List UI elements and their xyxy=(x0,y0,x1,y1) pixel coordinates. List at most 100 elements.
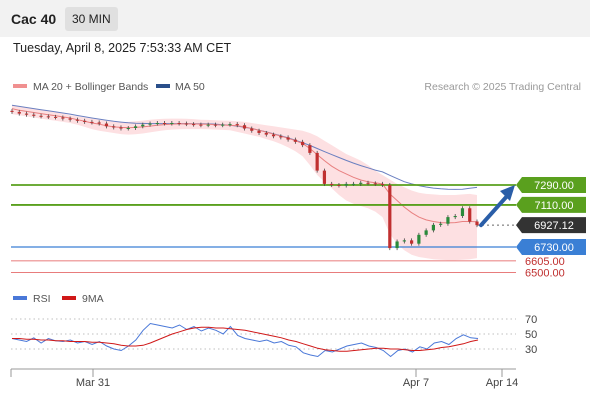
last-price-badge: 6927.12 xyxy=(516,217,586,234)
candle-body xyxy=(177,123,181,124)
candle-body xyxy=(141,124,145,127)
candle-body xyxy=(170,123,174,124)
price-level-badges: 7290.00 7110.00 6927.12 6730.00 6605.006500.… xyxy=(516,177,586,279)
ma20-legend-label: MA 20 + Bollinger Bands xyxy=(33,81,148,93)
candle-body xyxy=(380,183,385,185)
candle-body xyxy=(293,139,297,142)
candle-body xyxy=(104,123,109,127)
resistance-badge: 7290.00 xyxy=(516,177,586,193)
candle-body xyxy=(453,216,457,218)
rsi-tick-label: 50 xyxy=(525,329,537,341)
candle-body xyxy=(431,224,436,231)
research-credit: Research © 2025 Trading Central xyxy=(424,81,581,93)
candle-body xyxy=(388,185,392,249)
last-price-badge-label: 6927.12 xyxy=(534,220,574,232)
instrument-title: Cac 40 xyxy=(11,11,57,27)
rsi-line xyxy=(11,322,479,358)
candle-body xyxy=(199,124,203,126)
chart-header: Cac 40 30 MIN xyxy=(0,0,590,37)
candle-body xyxy=(308,145,312,153)
target-label: 6500.00 xyxy=(525,267,565,279)
candle-body xyxy=(112,126,116,128)
rsi-tick-label: 70 xyxy=(525,314,537,326)
timestamp: Tuesday, April 8, 2025 7:53:33 AM CET xyxy=(13,41,232,55)
candle-body xyxy=(119,127,123,129)
candle-body xyxy=(242,125,247,129)
pivot-badge: 6730.00 xyxy=(516,239,586,255)
rsi-ma-legend-label: 9MA xyxy=(82,293,104,305)
x-axis-tick-label: Mar 31 xyxy=(76,377,110,389)
rsi-legend-label: RSI xyxy=(33,293,51,305)
last-price-badge-bg xyxy=(516,217,586,234)
projection-arrow xyxy=(479,185,515,228)
candle-body xyxy=(359,182,363,184)
candle-body xyxy=(417,234,421,244)
bollinger-band-fill xyxy=(12,105,477,261)
bollinger-bands xyxy=(12,105,477,261)
candle-body xyxy=(250,128,254,131)
x-axis-tick-label: Apr 14 xyxy=(486,377,518,389)
resistance-badge-bg xyxy=(516,177,586,193)
resistance-badge-bg xyxy=(516,196,586,213)
ma20-legend-swatch xyxy=(13,84,27,88)
candle-body xyxy=(351,183,356,185)
candle-body xyxy=(439,223,443,225)
candle-body xyxy=(17,111,21,114)
rsi-panel: 70 50 30 xyxy=(11,314,537,358)
candle-body xyxy=(133,126,138,128)
rsi-ma-legend-swatch xyxy=(62,296,76,300)
candle-body xyxy=(155,123,159,124)
candle-body xyxy=(32,114,36,116)
ma50-legend-label: MA 50 xyxy=(175,81,205,93)
timeframe-badge[interactable]: 30 MIN xyxy=(65,7,118,31)
candlesticks xyxy=(10,108,479,251)
candle-body xyxy=(162,123,167,124)
resistance-badge: 7110.00 xyxy=(516,196,586,213)
pivot-badge-label: 6730.00 xyxy=(534,242,574,254)
price-levels xyxy=(11,184,516,273)
candle-body xyxy=(68,118,72,120)
candle-body xyxy=(61,117,65,119)
candle-body xyxy=(424,230,428,235)
resistance-badge-label: 7110.00 xyxy=(535,200,574,212)
candle-body xyxy=(344,183,348,186)
rsi-ma-line xyxy=(12,326,479,352)
candle-body xyxy=(410,240,414,244)
candle-body xyxy=(366,182,370,184)
candle-body xyxy=(460,208,465,216)
rsi-tick-label: 30 xyxy=(525,344,537,356)
projection-arrow-shaft xyxy=(479,193,510,228)
candle-body xyxy=(221,124,225,126)
x-axis: Mar 31 Apr 7 Apr 14 xyxy=(76,369,518,389)
candle-body xyxy=(322,170,327,184)
candle-body xyxy=(264,132,268,135)
candle-body xyxy=(206,124,210,126)
candle-body xyxy=(315,152,319,171)
candle-body xyxy=(286,137,290,140)
ma50-legend-swatch xyxy=(156,84,170,88)
candle-body xyxy=(126,127,130,129)
resistance-badge-label: 7290.00 xyxy=(534,180,574,192)
candle-body xyxy=(10,110,14,112)
candle-body xyxy=(184,123,188,125)
candle-body xyxy=(53,116,58,118)
candle-body xyxy=(402,240,406,242)
projection-arrow-head xyxy=(500,185,515,201)
target-label: 6605.00 xyxy=(525,256,565,268)
candle-body xyxy=(373,183,377,185)
candle-body xyxy=(395,241,399,249)
candle-body xyxy=(475,221,479,226)
candle-body xyxy=(75,119,79,121)
candle-body xyxy=(83,120,87,122)
candle-body xyxy=(228,124,232,126)
x-axis-tick-label: Apr 7 xyxy=(403,377,429,389)
candle-body xyxy=(192,124,196,126)
candle-body xyxy=(213,124,218,126)
candle-body xyxy=(24,113,29,115)
candle-body xyxy=(330,183,334,185)
candle-body xyxy=(46,116,50,118)
candle-body xyxy=(301,141,305,146)
candle-body xyxy=(337,185,341,186)
candle-body xyxy=(235,124,239,126)
